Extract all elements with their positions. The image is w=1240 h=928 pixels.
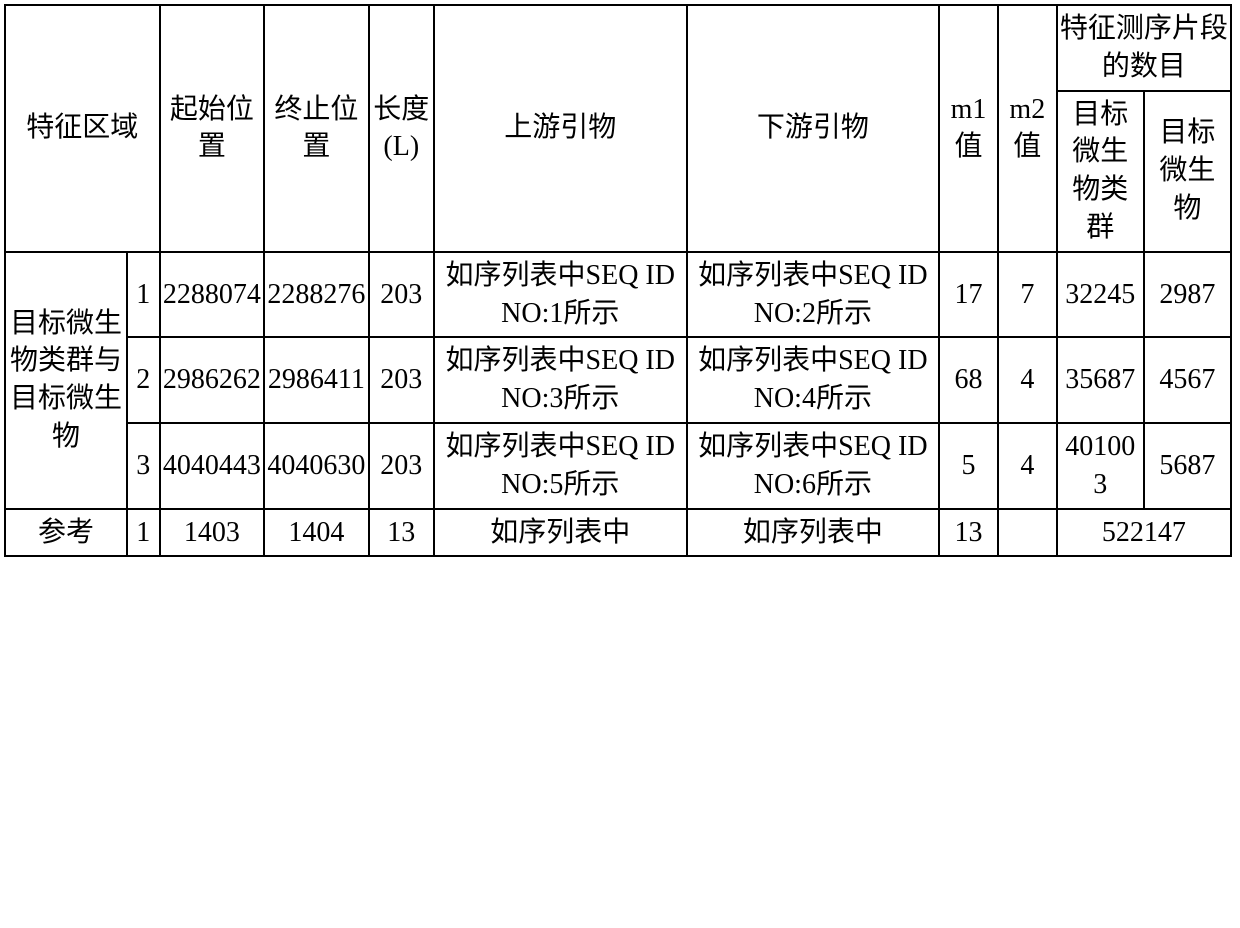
row-group-target: 目标微生物类群与目标微生物 bbox=[5, 252, 127, 509]
table-row: 3 4040443 4040630 203 如序列表中SEQ ID NO:5所示… bbox=[5, 423, 1231, 509]
cell-up: 如序列表中SEQ ID NO:3所示 bbox=[434, 337, 687, 423]
row-group-reference: 参考 bbox=[5, 509, 127, 557]
cell-idx: 3 bbox=[127, 423, 160, 509]
cell-cnt-micro: 5687 bbox=[1144, 423, 1231, 509]
cell-down: 如序列表中SEQ ID NO:4所示 bbox=[687, 337, 940, 423]
hdr-upstream: 上游引物 bbox=[434, 5, 687, 252]
cell-start: 1403 bbox=[160, 509, 265, 557]
table-row: 2 2986262 2986411 203 如序列表中SEQ ID NO:3所示… bbox=[5, 337, 1231, 423]
cell-down: 如序列表中SEQ ID NO:2所示 bbox=[687, 252, 940, 338]
cell-end: 1404 bbox=[264, 509, 369, 557]
cell-len: 13 bbox=[369, 509, 434, 557]
cell-cnt-taxon: 401003 bbox=[1057, 423, 1144, 509]
cell-m2: 4 bbox=[998, 337, 1057, 423]
cell-up: 如序列表中SEQ ID NO:1所示 bbox=[434, 252, 687, 338]
cell-up: 如序列表中 bbox=[434, 509, 687, 557]
cell-cnt-micro: 2987 bbox=[1144, 252, 1231, 338]
cell-len: 203 bbox=[369, 337, 434, 423]
hdr-start-pos: 起始位置 bbox=[160, 5, 265, 252]
cell-down: 如序列表中 bbox=[687, 509, 940, 557]
hdr-feature-region: 特征区域 bbox=[5, 5, 160, 252]
cell-up: 如序列表中SEQ ID NO:5所示 bbox=[434, 423, 687, 509]
cell-end: 2288276 bbox=[264, 252, 369, 338]
cell-end: 2986411 bbox=[264, 337, 369, 423]
cell-idx: 1 bbox=[127, 252, 160, 338]
cell-m1: 68 bbox=[939, 337, 998, 423]
hdr-seq-count: 特征测序片段的数目 bbox=[1057, 5, 1231, 91]
hdr-target-micro: 目标微生物 bbox=[1144, 91, 1231, 252]
cell-m1: 5 bbox=[939, 423, 998, 509]
cell-cnt: 522147 bbox=[1057, 509, 1231, 557]
hdr-length: 长度(L) bbox=[369, 5, 434, 252]
cell-cnt-micro: 4567 bbox=[1144, 337, 1231, 423]
hdr-m2: m2值 bbox=[998, 5, 1057, 252]
feature-region-table: 特征区域 起始位置 终止位置 长度(L) 上游引物 下游引物 m1值 m2值 特… bbox=[4, 4, 1232, 557]
hdr-m1: m1值 bbox=[939, 5, 998, 252]
hdr-target-taxon: 目标微生物类群 bbox=[1057, 91, 1144, 252]
header-row-1: 特征区域 起始位置 终止位置 长度(L) 上游引物 下游引物 m1值 m2值 特… bbox=[5, 5, 1231, 91]
cell-start: 2288074 bbox=[160, 252, 265, 338]
cell-m1: 17 bbox=[939, 252, 998, 338]
cell-start: 4040443 bbox=[160, 423, 265, 509]
hdr-downstream: 下游引物 bbox=[687, 5, 940, 252]
cell-m2 bbox=[998, 509, 1057, 557]
cell-len: 203 bbox=[369, 252, 434, 338]
hdr-end-pos: 终止位置 bbox=[264, 5, 369, 252]
cell-idx: 1 bbox=[127, 509, 160, 557]
cell-m2: 7 bbox=[998, 252, 1057, 338]
cell-end: 4040630 bbox=[264, 423, 369, 509]
cell-m2: 4 bbox=[998, 423, 1057, 509]
table-row-reference: 参考 1 1403 1404 13 如序列表中 如序列表中 13 522147 bbox=[5, 509, 1231, 557]
cell-start: 2986262 bbox=[160, 337, 265, 423]
cell-cnt-taxon: 32245 bbox=[1057, 252, 1144, 338]
table-row: 目标微生物类群与目标微生物 1 2288074 2288276 203 如序列表… bbox=[5, 252, 1231, 338]
cell-down: 如序列表中SEQ ID NO:6所示 bbox=[687, 423, 940, 509]
cell-m1: 13 bbox=[939, 509, 998, 557]
cell-len: 203 bbox=[369, 423, 434, 509]
cell-idx: 2 bbox=[127, 337, 160, 423]
cell-cnt-taxon: 35687 bbox=[1057, 337, 1144, 423]
